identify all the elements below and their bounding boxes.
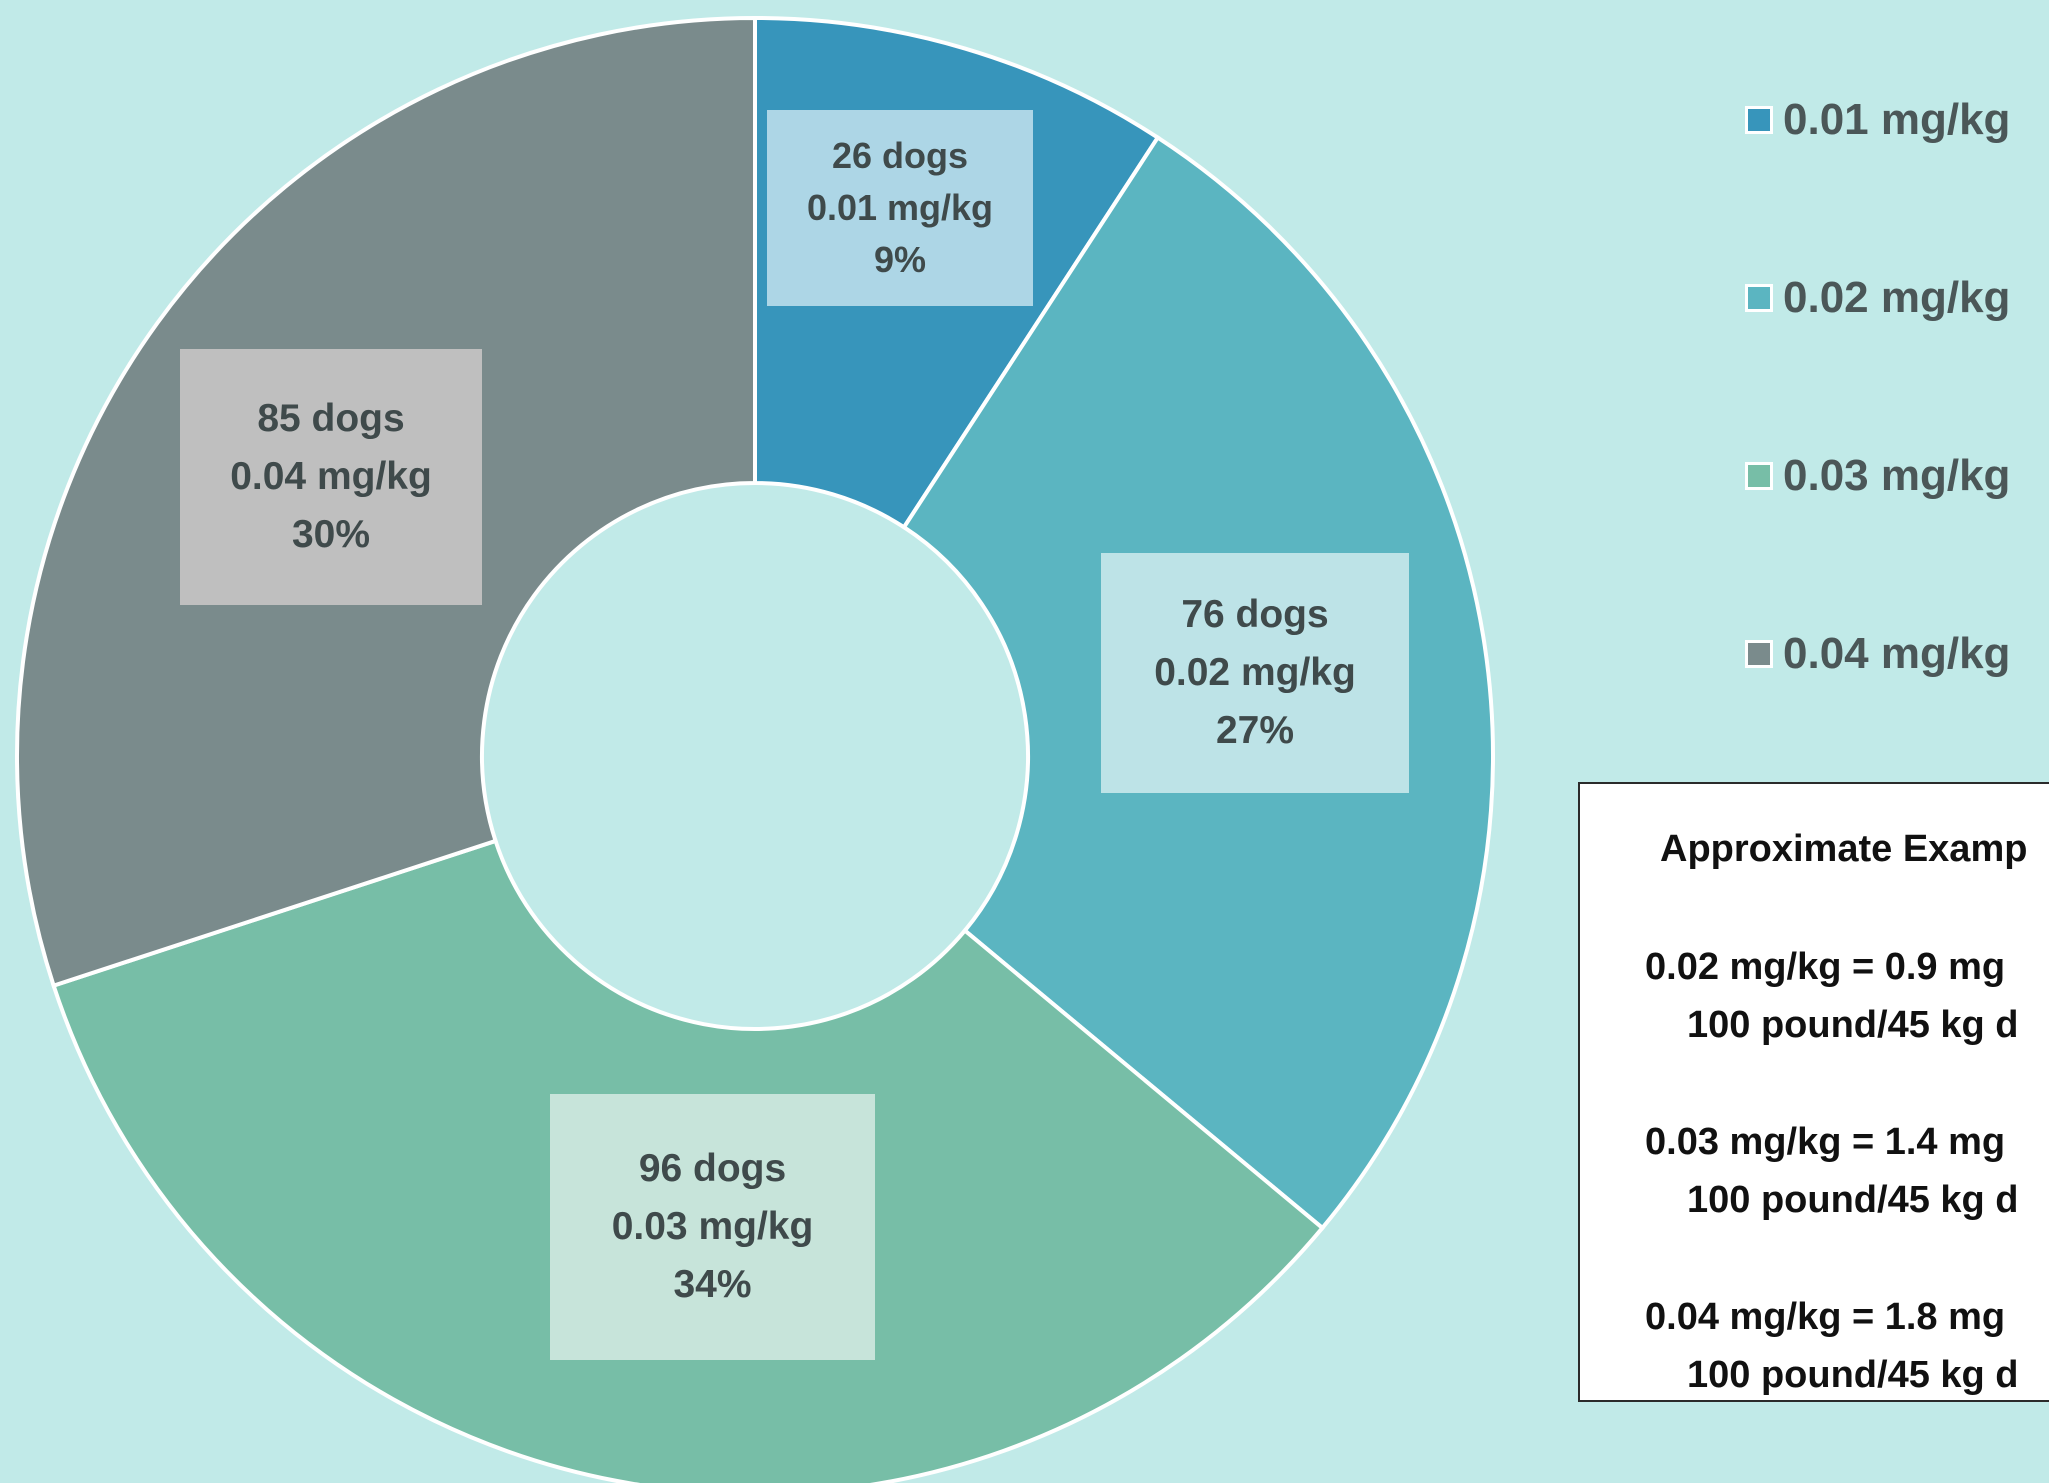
slice-percent-0.01: 9% xyxy=(873,239,927,280)
dosage-examples-box: Approximate Examp 0.02 mg/kg = 0.9 mg 10… xyxy=(1578,782,2049,1402)
legend-item-0.03: 0.03 mg/kg xyxy=(1745,446,2049,506)
slice-count-0.04: 85 dogs xyxy=(257,397,405,440)
legend-swatch-0.04 xyxy=(1745,640,1773,668)
legend-label-0.01: 0.01 mg/kg xyxy=(1783,95,2011,144)
legend-swatch-0.02 xyxy=(1745,284,1773,312)
example-0.04-dose: 0.04 mg/kg = 1.8 mg xyxy=(1645,1296,2006,1338)
slice-label-0.02: 76 dogs 0.02 mg/kg 27% xyxy=(1101,553,1409,793)
legend-swatch-0.03 xyxy=(1745,462,1773,490)
slice-category-0.03: 0.03 mg/kg xyxy=(611,1205,814,1248)
slice-label-0.01: 26 dogs 0.01 mg/kg 9% xyxy=(767,110,1033,306)
example-0.03-weight: 100 pound/45 kg d xyxy=(1687,1179,2019,1221)
slice-label-0.04: 85 dogs 0.04 mg/kg 30% xyxy=(180,349,482,605)
legend-swatch-0.01 xyxy=(1745,106,1773,134)
legend-label-0.04: 0.04 mg/kg xyxy=(1783,629,2011,678)
legend-label-0.02: 0.02 mg/kg xyxy=(1783,273,2011,322)
legend-item-0.02: 0.02 mg/kg xyxy=(1745,268,2049,328)
legend: 0.01 mg/kg 0.02 mg/kg 0.03 mg/kg 0.04 mg… xyxy=(1745,90,2049,802)
slice-percent-0.03: 34% xyxy=(673,1263,752,1306)
legend-item-0.04: 0.04 mg/kg xyxy=(1745,624,2049,684)
legend-item-0.01: 0.01 mg/kg xyxy=(1745,90,2049,150)
slice-count-0.03: 96 dogs xyxy=(638,1147,787,1190)
example-0.02-dose: 0.02 mg/kg = 0.9 mg xyxy=(1645,946,2006,988)
examples-title: Approximate Examp xyxy=(1660,828,2028,870)
slice-label-0.03: 96 dogs 0.03 mg/kg 34% xyxy=(550,1094,875,1360)
slice-count-0.02: 76 dogs xyxy=(1181,593,1329,636)
example-0.03-dose: 0.03 mg/kg = 1.4 mg xyxy=(1645,1121,2006,1163)
slice-count-0.01: 26 dogs xyxy=(831,135,969,176)
slice-percent-0.02: 27% xyxy=(1215,709,1295,752)
slice-category-0.01: 0.01 mg/kg xyxy=(806,187,994,228)
example-0.02-weight: 100 pound/45 kg d xyxy=(1687,1004,2019,1046)
slice-percent-0.04: 30% xyxy=(291,513,371,556)
slice-category-0.02: 0.02 mg/kg xyxy=(1154,651,1356,694)
example-0.04-weight: 100 pound/45 kg d xyxy=(1687,1354,2019,1396)
slice-category-0.04: 0.04 mg/kg xyxy=(230,455,432,498)
legend-label-0.03: 0.03 mg/kg xyxy=(1783,451,2011,500)
